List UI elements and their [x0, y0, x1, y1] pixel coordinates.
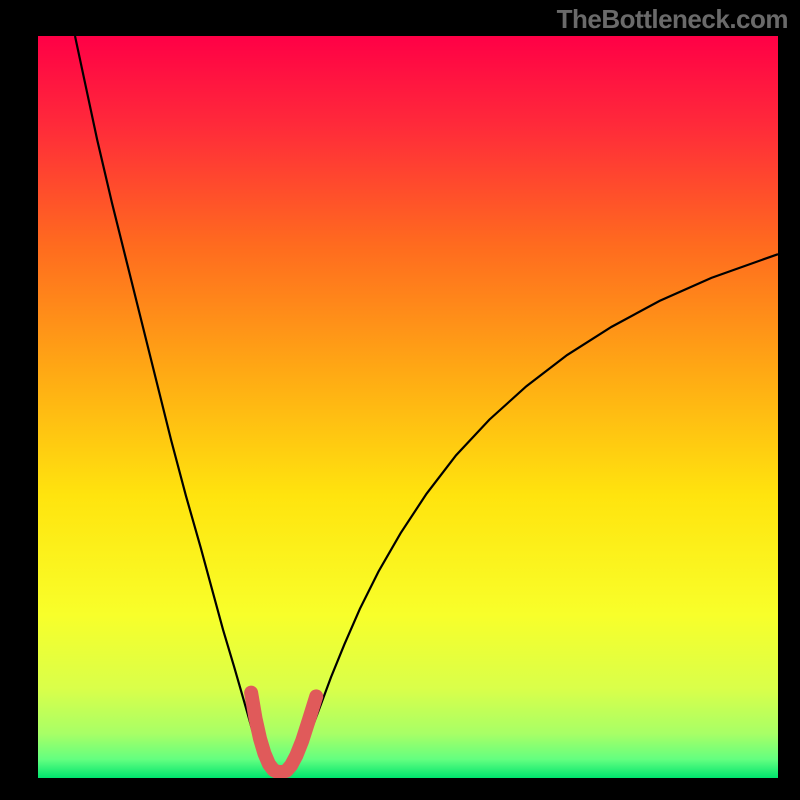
watermark-text: TheBottleneck.com [557, 4, 788, 35]
chart-svg [38, 36, 778, 778]
chart-background [38, 36, 778, 778]
chart-plot-area [38, 36, 778, 778]
